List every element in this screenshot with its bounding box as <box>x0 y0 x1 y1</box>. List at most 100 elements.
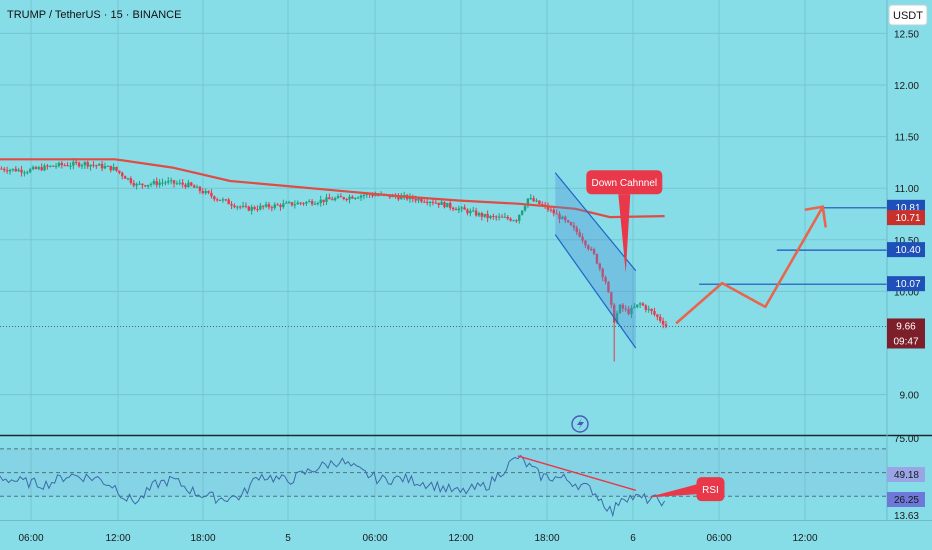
candle-body <box>351 196 354 199</box>
candle-body <box>287 202 291 204</box>
candle-body <box>308 201 311 203</box>
candle-body <box>316 203 320 205</box>
candle-body <box>641 303 645 306</box>
candle-body <box>169 180 173 182</box>
candle-body <box>650 308 653 312</box>
candle-body <box>100 163 104 169</box>
rsi-trendline[interactable] <box>517 455 637 492</box>
candle-body <box>264 204 268 207</box>
currency-label: USDT <box>893 10 923 22</box>
candle-body <box>66 165 69 167</box>
candle-body <box>267 204 271 208</box>
x-tick-label: 12:00 <box>105 533 130 544</box>
candle-body <box>454 209 458 211</box>
candle-body <box>569 222 573 226</box>
candle-body <box>610 292 613 305</box>
candle-body <box>592 249 596 254</box>
candle-body <box>518 214 521 221</box>
candle-body <box>184 184 187 188</box>
last-price-tag: 9.66 09:47 <box>887 318 925 349</box>
candle-body <box>434 202 438 204</box>
candle-body <box>333 198 337 201</box>
grid <box>0 0 887 520</box>
candle-body <box>17 169 20 172</box>
x-tick-label: 18:00 <box>190 533 215 544</box>
x-tick-label: 06:00 <box>18 533 43 544</box>
price-tick-label: 11.50 <box>895 133 920 144</box>
candle-body <box>192 185 196 188</box>
candle-body <box>425 202 429 204</box>
moving-average-line[interactable] <box>0 158 665 219</box>
candle-body <box>428 201 432 203</box>
candle-body <box>244 205 248 207</box>
candle-body <box>342 197 345 200</box>
x-tick-label: 06:00 <box>706 533 731 544</box>
rsi-callout[interactable]: RSI <box>647 477 725 502</box>
candle-body <box>512 220 515 222</box>
candle-body <box>374 195 377 197</box>
candle-body <box>647 308 650 310</box>
last-price-box <box>887 318 925 349</box>
candle-body <box>132 182 135 186</box>
candle-body <box>529 198 532 200</box>
candle-body <box>69 165 72 167</box>
price-pane[interactable]: Down Cahnnel <box>0 158 887 362</box>
moving-average-tag: 10.71 <box>887 210 925 226</box>
candle-body <box>495 216 498 218</box>
rsi-line[interactable] <box>0 454 666 518</box>
currency-badge-box <box>888 4 928 26</box>
candle-body <box>331 199 334 201</box>
currency-badge[interactable]: USDT <box>888 4 928 26</box>
candle-body <box>109 165 112 171</box>
x-tick-label: 5 <box>285 533 291 544</box>
candle-body <box>230 204 233 206</box>
candle-body <box>486 213 489 219</box>
candle-body <box>285 202 288 204</box>
candle-body <box>224 199 228 201</box>
candle-body <box>172 180 176 184</box>
down-channel-upper[interactable] <box>554 172 637 272</box>
candle-body <box>621 304 625 309</box>
down-channel-fill <box>555 172 636 349</box>
candle-body <box>431 201 435 203</box>
level-tag-label: 10.81 <box>895 203 920 214</box>
price-tick-label: 10.00 <box>894 287 919 298</box>
projection-path[interactable] <box>675 206 824 325</box>
candle-body <box>359 195 363 198</box>
rsi-band <box>0 448 887 497</box>
candle-body <box>480 213 484 217</box>
candle-body <box>584 240 587 246</box>
candle-body <box>348 196 351 200</box>
candle-body <box>72 161 75 166</box>
rsi-pane[interactable]: RSI <box>0 448 887 518</box>
candle-body <box>241 205 245 207</box>
candle-body <box>460 207 463 209</box>
candle-body <box>564 216 567 221</box>
candle-body <box>201 191 204 194</box>
down-channel-lower[interactable] <box>554 234 637 349</box>
candle-body <box>607 281 610 293</box>
candle-body <box>155 181 158 185</box>
candle-body <box>437 202 440 205</box>
candle-body <box>572 225 576 228</box>
rsi-tick-label: 49.18 <box>894 470 919 481</box>
lightning-icon[interactable] <box>571 415 589 433</box>
candle-body <box>552 209 555 214</box>
x-tick-label: 6 <box>630 533 636 544</box>
down-channel-callout[interactable]: Down Cahnnel <box>586 170 663 273</box>
callout-label: Down Cahnnel <box>592 178 658 189</box>
candle-body <box>538 200 541 205</box>
candle-body <box>63 165 66 167</box>
candle-body <box>474 210 478 216</box>
candle-body <box>305 201 308 204</box>
candle-body <box>51 165 55 167</box>
candle-body <box>14 168 17 172</box>
candle-body <box>578 232 581 237</box>
candle-body <box>213 196 216 200</box>
candle-body <box>106 165 110 167</box>
candle-body <box>195 186 199 188</box>
candle-body <box>227 199 230 205</box>
